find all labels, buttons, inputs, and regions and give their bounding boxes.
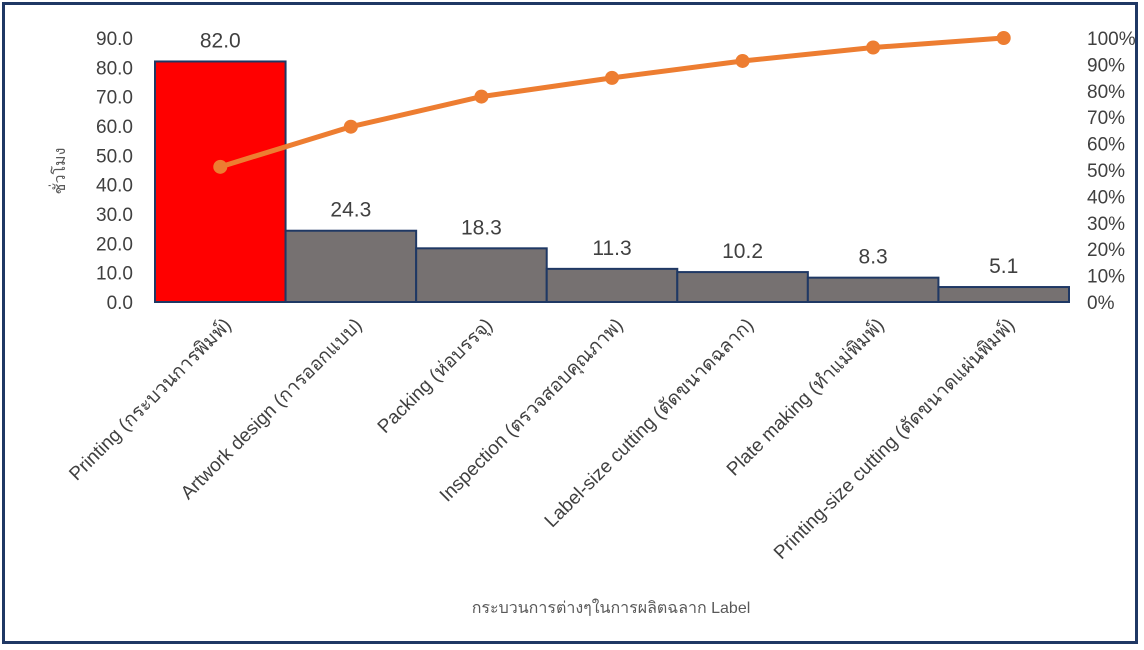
y-tick-label: 50.0	[96, 146, 133, 167]
bar-1	[154, 60, 287, 304]
bar-value-label-5: 10.2	[722, 240, 763, 263]
y-axis-title: ชั่วโมง	[48, 148, 69, 195]
y-tick-label: 30.0	[96, 205, 133, 226]
x-axis-title: กระบวนการต่างๆในการผลิตฉลาก Label	[472, 598, 751, 617]
bar-value-label-7: 5.1	[989, 255, 1018, 278]
y2-tick-label: 100%	[1087, 29, 1135, 50]
cumulative-line	[217, 35, 1007, 170]
y2-tick-label: 50%	[1087, 161, 1125, 182]
bar-2	[284, 229, 418, 303]
y2-tick-label: 30%	[1087, 214, 1125, 235]
bar-value-label-4: 11.3	[592, 237, 631, 260]
cumulative-point-2	[343, 119, 358, 134]
y2-tick-label: 90%	[1087, 55, 1125, 76]
y2-tick-label: 60%	[1087, 135, 1125, 156]
primary-y-axis: 0.0 10.0 20.0 30.0 40.0 50.0 60.0 70.0 80.0 90.0	[96, 29, 133, 314]
y2-tick-label: 20%	[1087, 240, 1125, 261]
cumulative-point-1	[213, 159, 228, 174]
cumulative-point-5	[735, 53, 750, 68]
cumulative-point-3	[474, 89, 489, 104]
bar-6	[806, 276, 940, 303]
y2-tick-label: 40%	[1087, 187, 1125, 208]
bar-3	[415, 247, 548, 304]
category-label-7: Printing-size cutting (ตัดขนาดแผ่นพิมพ์)	[769, 314, 1019, 564]
y-tick-label: 10.0	[96, 264, 133, 285]
bar-value-label-2: 24.3	[330, 199, 371, 222]
secondary-y-axis: 0% 10% 20% 30% 40% 50% 60% 70% 80% 90% 100%	[1087, 29, 1135, 314]
x-axis-categories: Printing (กระบวนการพิมพ์)Artwork design …	[65, 314, 1020, 564]
y-tick-label: 80.0	[96, 58, 133, 79]
y-tick-label: 90.0	[96, 29, 133, 50]
category-label-3: Packing (ห่อบรรจุ)	[374, 315, 498, 439]
y2-tick-label: 70%	[1087, 108, 1125, 129]
bar-4	[545, 267, 679, 303]
cumulative-point-4	[605, 70, 619, 85]
category-label-5: Label-size cutting (ตัดขนาดฉลาก)	[541, 315, 758, 532]
y-tick-label: 0.0	[107, 293, 133, 314]
y-tick-label: 70.0	[96, 88, 133, 109]
y2-tick-label: 80%	[1087, 82, 1125, 103]
bar-7	[937, 286, 1071, 304]
bar-data-labels: 82.0 24.3 18.3 11.3 10.2 8.3 5.1	[200, 29, 1018, 278]
y2-tick-label: 10%	[1087, 267, 1125, 288]
y2-tick-label: 0%	[1087, 293, 1115, 314]
cumulative-point-7	[996, 31, 1011, 45]
y-tick-label: 60.0	[96, 117, 133, 138]
y-tick-label: 20.0	[96, 234, 133, 255]
cumulative-line-series	[213, 31, 1011, 174]
pareto-chart: 82.0 24.3 18.3 11.3 10.2 8.3 5.1 0.0 10.0 20.0 30…	[48, 29, 1135, 617]
bar-series	[154, 60, 1071, 304]
bar-value-label-3: 18.3	[461, 216, 502, 239]
cumulative-point-6	[866, 40, 881, 55]
bar-value-label-1: 82.0	[200, 29, 241, 52]
bar-5	[676, 271, 809, 303]
bar-value-label-6: 8.3	[859, 246, 888, 269]
y-tick-label: 40.0	[96, 176, 133, 197]
